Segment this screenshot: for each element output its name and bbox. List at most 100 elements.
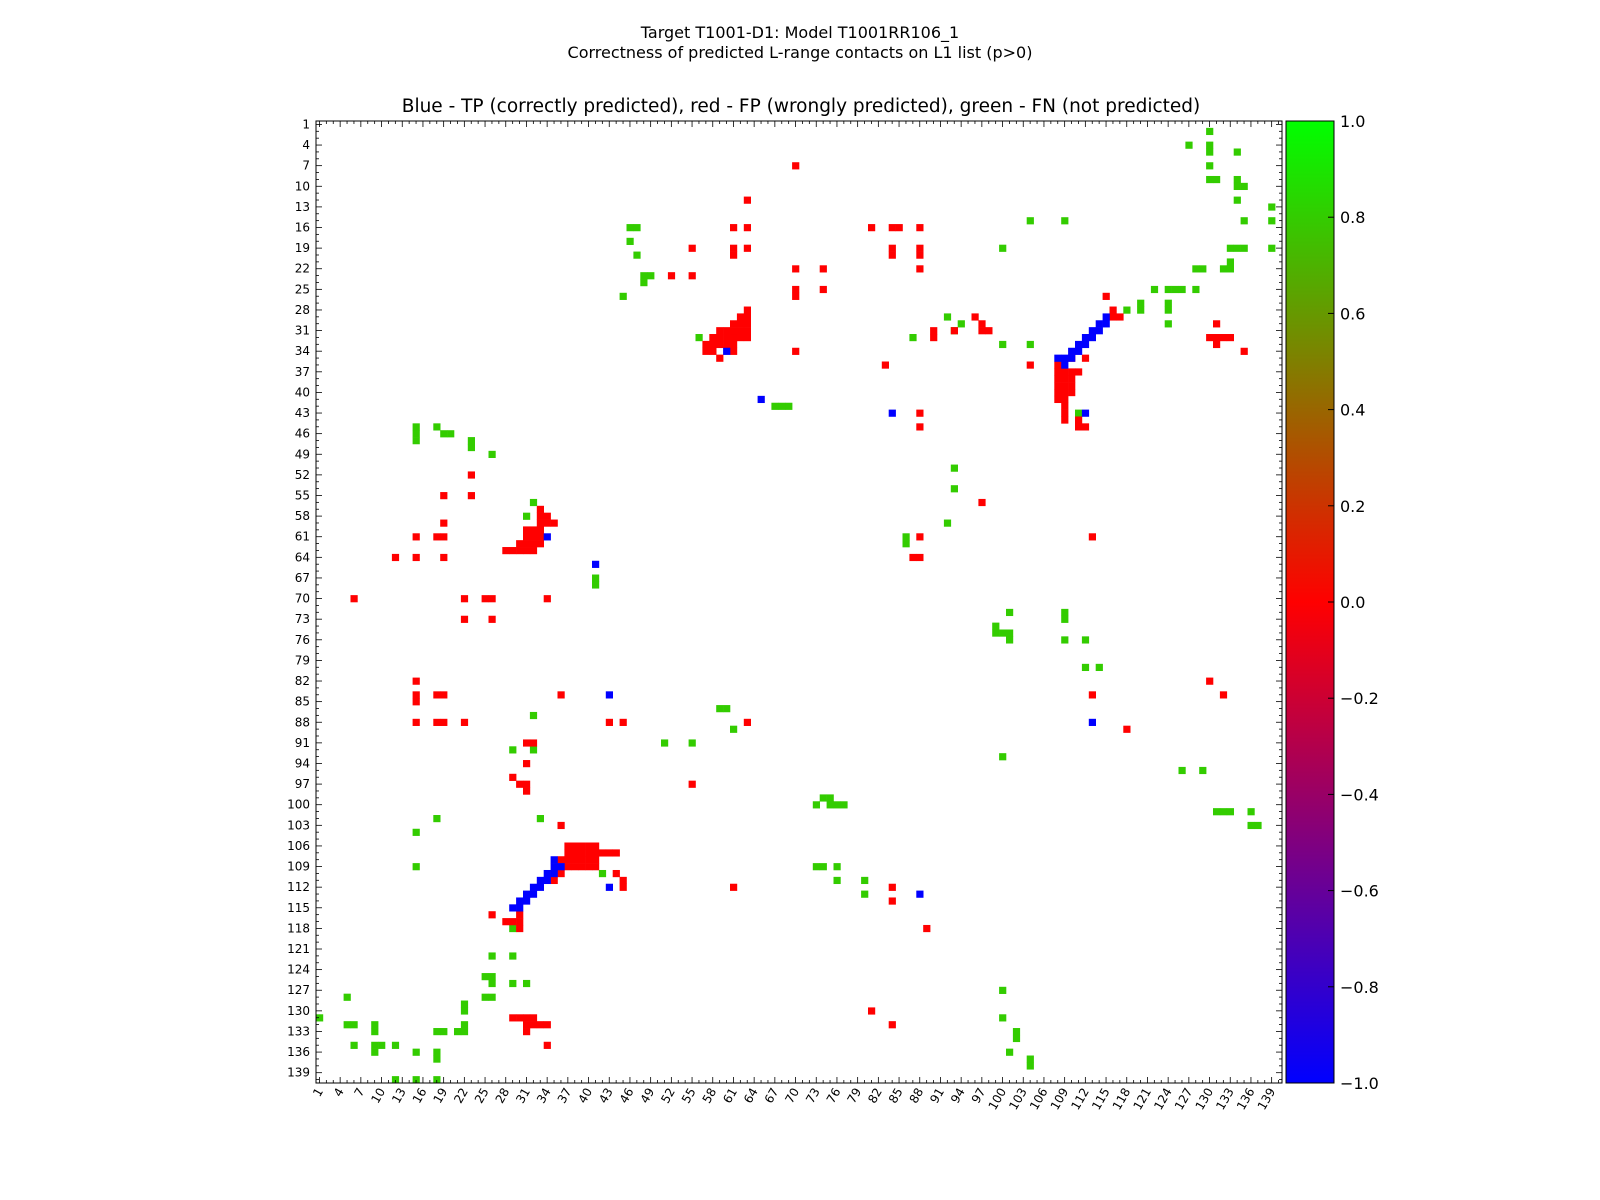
fn-cell (1213, 175, 1221, 184)
fp-cell (1213, 320, 1221, 328)
y-tick-label: 136 (287, 1045, 310, 1059)
tp-cell (1061, 361, 1069, 369)
tp-cell (509, 904, 517, 912)
fn-cell (1206, 141, 1214, 149)
fp-cell (730, 334, 738, 342)
fn-cell (730, 725, 738, 733)
fp-cell (1068, 375, 1076, 383)
fn-cell (412, 1076, 420, 1084)
x-tick-label: 88 (907, 1086, 927, 1106)
axes-title: Blue - TP (correctly predicted), red - F… (401, 96, 1201, 117)
tp-cell (1095, 327, 1103, 335)
fn-cell (1081, 636, 1090, 644)
fp-cell (888, 244, 896, 252)
fp-cell (529, 526, 538, 534)
fn-cell (412, 1048, 420, 1056)
fn-cell (1026, 217, 1034, 225)
fn-cell (640, 272, 648, 280)
fp-cell (667, 272, 676, 280)
fp-cell (1075, 416, 1083, 424)
fn-cell (1247, 808, 1255, 816)
fp-cell (529, 739, 538, 747)
fp-cell (1061, 375, 1069, 383)
fp-cell (1075, 423, 1083, 431)
fp-cell (550, 519, 558, 527)
y-tick-label: 49 (295, 447, 310, 461)
fp-cell (578, 849, 586, 857)
fn-cell (1026, 1055, 1034, 1063)
tp-cell (516, 904, 524, 912)
fp-cell (391, 553, 400, 562)
x-tick-label: 19 (430, 1086, 450, 1106)
fn-cell (1061, 615, 1069, 623)
x-tick-label: 97 (969, 1086, 989, 1106)
fn-cell (957, 320, 965, 328)
fp-cell (557, 821, 565, 830)
fn-cell (523, 979, 531, 988)
y-tick-label: 22 (295, 262, 310, 276)
fp-cell (571, 856, 579, 864)
x-tick-label: 40 (575, 1086, 595, 1106)
fp-cell (440, 553, 448, 562)
fn-cell (619, 292, 627, 300)
fn-cell (1164, 285, 1172, 294)
fp-cell (502, 918, 510, 926)
fn-cell (1206, 175, 1214, 184)
fn-cell (1012, 1034, 1021, 1043)
fp-cell (702, 347, 710, 355)
fn-cell (950, 464, 958, 472)
fp-cell (1219, 691, 1228, 699)
fp-cell (488, 911, 496, 919)
tp-cell (1068, 347, 1076, 355)
fp-cell (488, 615, 496, 623)
fp-cell (1054, 388, 1062, 397)
x-tick-label: 49 (637, 1086, 657, 1106)
fp-cell (571, 863, 579, 871)
fn-cell (391, 1041, 400, 1049)
y-tick-label: 115 (287, 901, 310, 915)
fp-cell (516, 924, 524, 933)
fn-cell (1233, 196, 1241, 204)
fn-cell (1026, 340, 1034, 349)
fn-cell (1213, 808, 1221, 816)
fn-cell (833, 863, 841, 871)
y-tick-label: 118 (287, 921, 310, 935)
x-tick-label: 100 (986, 1086, 1010, 1113)
fn-cell (1240, 244, 1248, 252)
fp-cell (523, 540, 531, 548)
fp-cell (688, 272, 696, 280)
fn-cell (412, 863, 420, 871)
tp-cell (1075, 340, 1083, 349)
fp-cell (557, 691, 565, 699)
fp-cell (433, 718, 441, 726)
fp-cell (1240, 347, 1248, 355)
fn-cell (488, 450, 496, 458)
fp-cell (743, 320, 751, 328)
colorbar: 1.0 0.8 0.6 0.4 0.2 0.0 −0.2 −0.4 −0.6 −0.8 −1.0 (1285, 112, 1379, 1093)
fn-cell (1268, 217, 1276, 225)
fp-cell (440, 533, 448, 541)
y-tick-label: 70 (295, 592, 310, 606)
fn-cell (833, 801, 841, 809)
fp-cell (440, 492, 448, 500)
fp-cell (564, 849, 572, 857)
fp-cell (930, 334, 938, 342)
fp-cell (1081, 354, 1090, 362)
fn-cell (826, 794, 834, 802)
fp-cell (1054, 368, 1062, 376)
fn-cell (536, 815, 544, 823)
fp-cell (978, 498, 986, 507)
y-tick-label: 73 (295, 612, 310, 626)
fp-cell (529, 1021, 538, 1029)
fp-cell (440, 519, 448, 527)
fn-cell (433, 423, 441, 431)
y-tick-label: 109 (287, 860, 310, 874)
tp-cell (1081, 340, 1090, 349)
fp-cell (743, 327, 751, 335)
fp-cell (819, 265, 827, 273)
fn-cell (1178, 766, 1186, 775)
fn-cell (1006, 636, 1014, 644)
colorbar-tick-label: −0.8 (1340, 978, 1379, 997)
fp-cell (1213, 334, 1221, 342)
